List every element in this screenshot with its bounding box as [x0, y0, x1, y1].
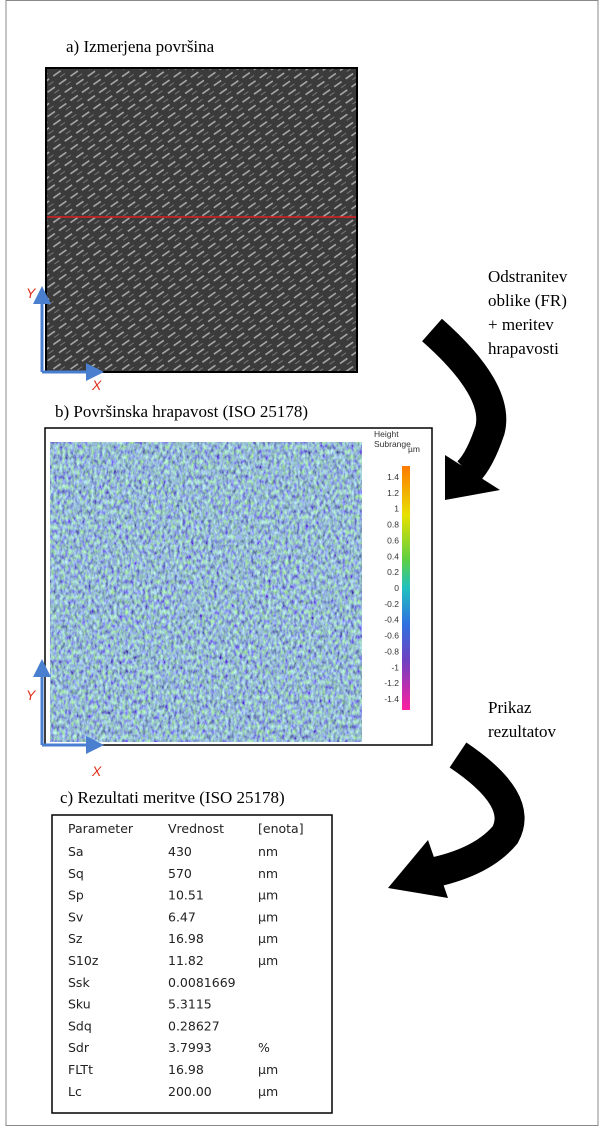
roughness-image	[50, 442, 362, 742]
table-cell: Ssk	[68, 975, 90, 990]
colorbar-tick-label: 0.2	[387, 567, 399, 577]
step-line: Prikaz	[488, 698, 532, 717]
table-cell: µm	[258, 953, 278, 968]
step-line: + meritev	[488, 315, 554, 334]
table-cell: 16.98	[168, 1062, 204, 1077]
step-line: oblike (FR)	[488, 291, 567, 310]
table-cell: %	[258, 1040, 270, 1055]
table-body: Parameter Vrednost [enota] Sa 430 nm Sq 570 nm Sp…	[68, 821, 304, 1099]
table-cell: 0.0081669	[168, 975, 236, 990]
arrow	[388, 742, 525, 898]
colorbar-tick-label: -0.6	[384, 631, 399, 641]
colorbar-tick-label: 1.4	[387, 472, 399, 482]
table-cell: 5.3115	[168, 997, 212, 1012]
table-cell: 570	[168, 866, 192, 881]
table-cell: 0.28627	[168, 1018, 220, 1033]
colorbar-tick-label: 1.2	[387, 488, 399, 498]
table-cell: S10z	[68, 953, 99, 968]
step-line: hrapavosti	[488, 339, 559, 358]
table-cell: Lc	[68, 1084, 82, 1099]
panel-title: c) Rezultati meritve (ISO 25178)	[60, 788, 285, 807]
colorbar-title: Height	[374, 429, 399, 439]
results-table	[51, 814, 333, 1114]
step-line: Odstranitev	[488, 267, 568, 286]
surface-image	[45, 67, 358, 373]
table-header: [enota]	[258, 821, 304, 836]
colorbar-tick-label: 0.6	[387, 535, 399, 545]
axis-label: X	[91, 763, 102, 779]
table-cell: µm	[258, 888, 278, 903]
table-cell: 3.7993	[168, 1040, 212, 1055]
axis-label: X	[91, 377, 102, 393]
table-cell: µm	[258, 1084, 278, 1099]
table-cell: nm	[258, 866, 278, 881]
table-cell: Sku	[68, 997, 91, 1012]
table-cell: 16.98	[168, 931, 204, 946]
table-cell: Sp	[68, 888, 84, 903]
colorbar	[402, 466, 410, 710]
table-cell: Sz	[68, 931, 83, 946]
table-cell: Sv	[68, 909, 84, 924]
colorbar-tick-label: 0	[394, 583, 399, 593]
colorbar-tick-label: 0.4	[387, 551, 399, 561]
axis-label: Y	[26, 687, 37, 703]
table-cell: 200.00	[168, 1084, 212, 1099]
colorbar-tick-label: -0.8	[384, 646, 399, 656]
table-header: Parameter	[68, 821, 134, 836]
axis-icon	[33, 659, 104, 754]
table-cell: FLTt	[68, 1062, 93, 1077]
table-cell: nm	[258, 844, 278, 859]
colorbar-ticks: 1.4 1.2 1 0.8 0.6 0.4 0.2 0 -0.2 -0.4 -0.6 -0.8 -1 -1…	[384, 472, 399, 704]
table-cell: Sdq	[68, 1018, 92, 1033]
colorbar-title: Subrange	[374, 439, 411, 449]
colorbar-tick-label: -1	[391, 662, 399, 672]
table-cell: Sdr	[68, 1040, 90, 1055]
step-text: Odstranitev oblike (FR) + meritev hrapavost…	[488, 267, 568, 358]
colorbar-tick-label: -0.4	[384, 615, 399, 625]
colorbar-tick-label: 0.8	[387, 520, 399, 530]
table-cell: 10.51	[168, 888, 204, 903]
table-cell: 11.82	[168, 953, 204, 968]
table-cell: Sa	[68, 844, 84, 859]
table-header: Vrednost	[168, 821, 224, 836]
table-cell: 430	[168, 844, 192, 859]
colorbar-tick-label: -1.4	[384, 694, 399, 704]
colorbar-unit: µm	[408, 444, 420, 454]
table-cell: µm	[258, 931, 278, 946]
panel-title: a) Izmerjena površina	[66, 37, 215, 56]
step-line: rezultatov	[488, 722, 556, 741]
table-cell: µm	[258, 909, 278, 924]
step-text: Prikaz rezultatov	[488, 698, 556, 741]
panel-title: b) Površinska hrapavost (ISO 25178)	[55, 402, 308, 421]
axis-label: Y	[26, 285, 37, 301]
table-cell: 6.47	[168, 909, 196, 924]
colorbar-tick-label: -1.2	[384, 678, 399, 688]
axis-icon	[33, 286, 104, 381]
colorbar-tick-label: -0.2	[384, 599, 399, 609]
arrow	[422, 318, 507, 500]
colorbar-tick-label: 1	[394, 504, 399, 514]
table-cell: Sq	[68, 866, 84, 881]
table-cell: µm	[258, 1062, 278, 1077]
